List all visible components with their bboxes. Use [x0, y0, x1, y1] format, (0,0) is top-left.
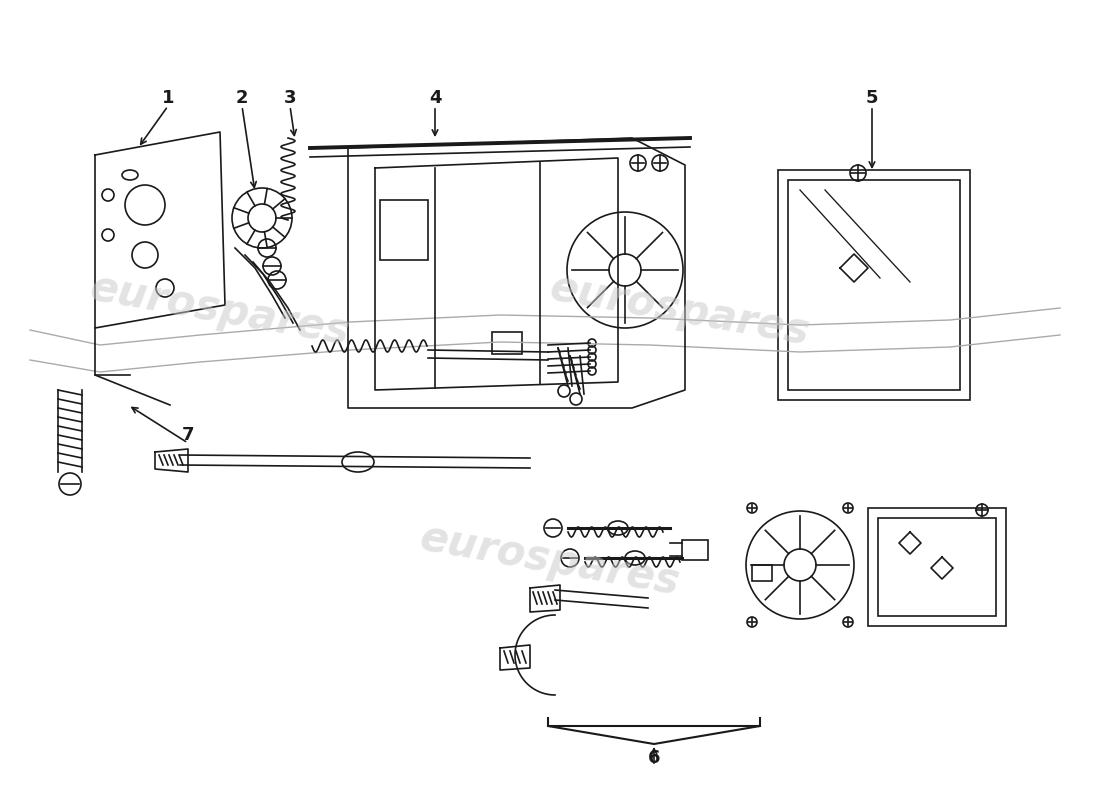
Bar: [682, 540, 708, 560]
Bar: [492, 332, 522, 354]
Text: 2: 2: [235, 89, 249, 107]
Text: eurospares: eurospares: [547, 266, 813, 354]
Bar: [752, 565, 772, 581]
Text: eurospares: eurospares: [417, 517, 683, 603]
Bar: [878, 518, 996, 616]
Text: 7: 7: [182, 426, 195, 444]
Text: 5: 5: [866, 89, 878, 107]
Text: 1: 1: [162, 89, 174, 107]
Bar: [379, 200, 428, 260]
Text: 4: 4: [429, 89, 441, 107]
Bar: [788, 180, 960, 390]
Text: 6: 6: [648, 749, 660, 767]
Text: eurospares: eurospares: [87, 266, 353, 354]
Bar: [868, 508, 1007, 626]
Bar: [778, 170, 970, 400]
Text: 3: 3: [284, 89, 296, 107]
